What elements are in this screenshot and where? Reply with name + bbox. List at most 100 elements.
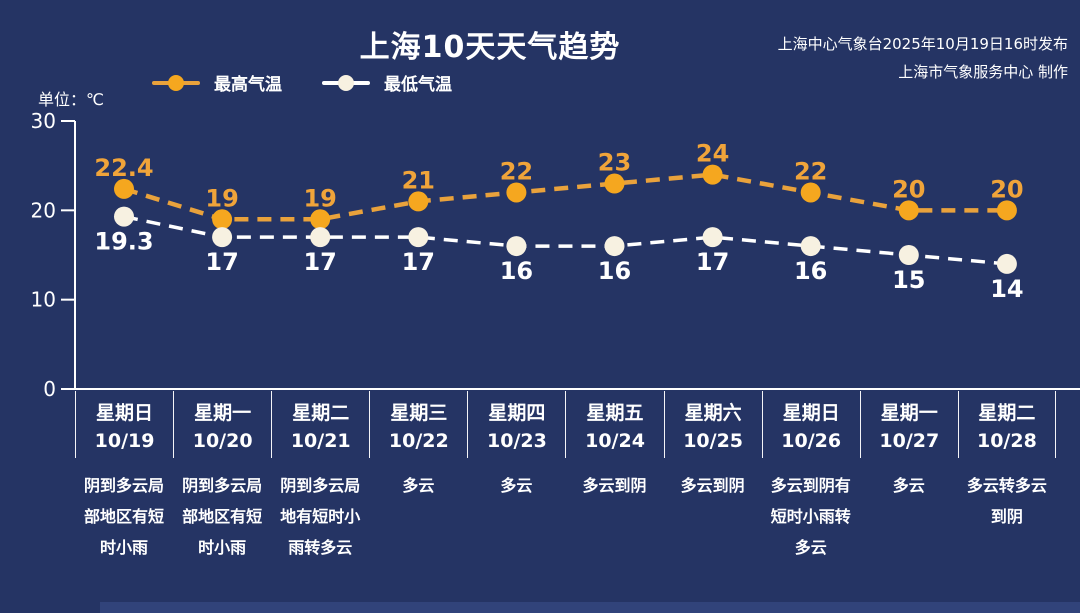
day-column: 星期日 10/19 阴到多云局部地区有短时小雨 [75,391,173,563]
low-temp-point [702,227,723,248]
high-temp-point [212,209,233,230]
high-temp-value-label: 20 [892,175,925,203]
weekday-label: 星期日 [782,402,840,424]
weekday-label: 星期一 [194,402,252,424]
high-temp-point [702,164,723,185]
low-temp-value-label: 16 [500,257,533,285]
high-temp-value-label: 19 [303,184,336,212]
low-temp-value-label: 14 [990,275,1023,303]
day-header: 星期一 10/27 [859,391,958,458]
weekday-label: 星期四 [488,402,546,424]
high-temp-point [114,178,134,199]
low-temp-point [408,227,429,248]
day-header: 星期三 10/22 [369,391,467,458]
weekday-label: 星期三 [390,402,448,424]
day-columns: 星期日 10/19 阴到多云局部地区有短时小雨 星期一 10/20 阴到多云局部地区有短时… [75,391,1056,563]
low-temp-line [123,214,1008,266]
high-temp-marker-icon [152,74,200,91]
chart-legend: 最高气温 最低气温 [152,70,452,95]
low-temp-point [114,206,134,227]
day-column: 星期二 10/21 阴到多云局地有短时小雨转多云 [271,391,369,563]
bottom-accent-bar [100,602,1080,613]
low-temp-value-label: 15 [892,266,925,294]
y-tick-label: 20 [31,198,56,222]
weather-text: 阴到多云局部地区有短时小雨 [182,476,263,557]
low-temp-marker-icon [322,74,370,91]
low-temp-value-label: 16 [794,257,827,285]
weather-text: 多云到阴 [582,476,647,495]
high-temp-value-label: 22 [794,157,827,185]
weekday-label: 星期二 [978,402,1036,424]
day-header: 星期二 10/28 [957,391,1056,458]
day-column: 星期二 10/28 多云转多云到阴 [957,391,1056,563]
y-tick-label: 30 [31,109,56,133]
date-label: 10/28 [976,430,1037,452]
day-column: 星期一 10/20 阴到多云局部地区有短时小雨 [173,391,271,563]
date-label: 10/27 [879,430,940,452]
date-label: 10/23 [487,430,547,452]
publisher-info: 上海中心气象台2025年10月19日16时发布 上海市气象服务中心 制作 [778,30,1068,86]
legend-label-high: 最高气温 [214,75,282,95]
high-temp-point [310,209,331,230]
high-temp-point [408,191,429,212]
weather-text: 多云转多云到阴 [966,476,1047,526]
day-header: 星期一 10/20 [173,391,271,458]
y-tick-label: 10 [31,288,56,312]
low-temp-point [212,227,233,248]
high-temp-value-label: 19 [205,184,238,212]
weekday-label: 星期日 [96,402,154,424]
low-temp-value-label: 16 [598,257,631,285]
legend-item-high-temp: 最高气温 [152,70,282,95]
date-label: 10/19 [94,430,155,452]
weekday-label: 星期六 [684,402,742,424]
high-temp-value-label: 22 [500,157,533,185]
high-temp-value-label: 22.4 [94,154,153,182]
weather-text: 多云到阴有短时小雨转多云 [770,476,851,557]
day-header: 星期日 10/19 [75,391,173,458]
weather-text: 多云 [402,476,435,495]
unit-label: 单位：℃ [38,90,104,109]
low-temp-value-label: 17 [402,248,435,276]
date-label: 10/21 [290,430,351,452]
low-temp-value-label: 17 [303,248,336,276]
date-label: 10/22 [388,430,449,452]
y-tick-label: 0 [43,377,56,401]
day-header: 星期六 10/25 [663,391,762,458]
day-column: 星期四 10/23 多云 [467,391,565,563]
low-temp-point [506,236,527,257]
weather-text: 多云 [892,476,925,495]
date-label: 10/20 [192,430,253,452]
legend-item-low-temp: 最低气温 [322,70,452,95]
high-temp-point [604,173,625,194]
produced-by-line: 上海市气象服务中心 制作 [898,63,1068,81]
high-temp-value-label: 23 [598,149,631,177]
weekday-label: 星期五 [586,402,644,424]
high-temp-value-label: 21 [402,166,435,194]
high-temp-line [123,172,1007,222]
day-column: 星期六 10/25 多云到阴 [663,391,762,563]
date-label: 10/24 [585,430,645,452]
page-title: 上海10天天气趋势 [359,30,621,65]
high-temp-point [506,182,527,203]
low-temp-point [604,236,625,257]
issued-by-line: 上海中心气象台2025年10月19日16时发布 [777,35,1068,53]
weekday-label: 星期二 [292,402,350,424]
low-temp-point [996,253,1017,274]
weather-text: 阴到多云局部地区有短时小雨 [84,476,165,557]
high-temp-point [800,182,821,203]
date-label: 10/26 [781,430,842,452]
day-column: 星期日 10/26 多云到阴有短时小雨转多云 [761,391,860,563]
low-temp-point [800,236,821,257]
high-temp-value-label: 24 [696,140,729,168]
day-header: 星期二 10/21 [271,391,369,458]
weather-text: 多云到阴 [680,476,745,495]
day-header: 星期五 10/24 [565,391,663,458]
low-temp-value-label: 17 [205,248,238,276]
day-column: 星期三 10/22 多云 [369,391,467,563]
weather-text: 阴到多云局地有短时小雨转多云 [280,476,361,557]
day-header: 星期四 10/23 [467,391,565,458]
low-temp-value-label: 19.3 [94,228,153,256]
low-temp-point [898,245,919,265]
